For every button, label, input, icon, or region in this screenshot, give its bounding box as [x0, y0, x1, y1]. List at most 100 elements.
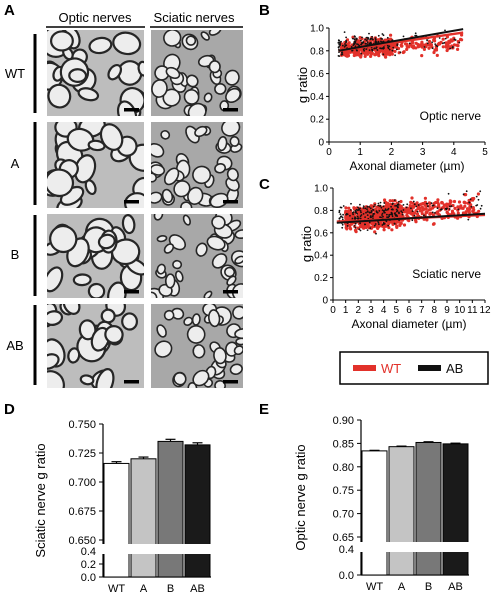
data-point — [420, 40, 424, 44]
data-point — [452, 212, 456, 216]
data-point — [443, 41, 446, 44]
data-point — [356, 212, 358, 215]
data-point — [417, 206, 421, 210]
data-point — [408, 42, 411, 45]
data-point — [387, 47, 390, 50]
data-point — [369, 204, 373, 208]
data-point — [362, 41, 365, 44]
data-point — [370, 37, 373, 40]
panel-letter-c: C — [259, 176, 270, 193]
data-point — [391, 213, 393, 216]
data-point — [361, 36, 363, 39]
y-tick-label: 0 — [318, 138, 324, 149]
micrograph-ab-sciatic — [151, 304, 243, 388]
axon-profile — [88, 36, 113, 55]
data-point — [414, 46, 418, 50]
x-axis-label: Axonal diameter (µm) — [352, 317, 467, 331]
data-point — [463, 204, 467, 208]
y-tick-label: 0.80 — [333, 462, 354, 474]
data-point — [434, 48, 439, 52]
x-tick-label: 2 — [356, 305, 362, 316]
axon-profile — [151, 142, 165, 158]
data-point — [352, 37, 354, 40]
data-point — [411, 40, 415, 45]
axon-profile — [107, 281, 127, 298]
data-point — [337, 55, 340, 57]
data-point — [355, 211, 357, 214]
data-point — [428, 212, 432, 216]
axon-profile — [213, 347, 227, 365]
micrograph-grid — [47, 30, 243, 388]
data-point — [405, 44, 409, 49]
data-point — [396, 44, 399, 47]
data-point — [449, 39, 453, 43]
x-tick-label: A — [140, 583, 148, 595]
data-point — [457, 208, 460, 211]
data-point — [351, 217, 354, 220]
axon-profile — [192, 165, 212, 185]
data-point — [370, 211, 373, 214]
data-point — [462, 193, 465, 196]
data-point — [440, 200, 444, 205]
data-point — [420, 212, 424, 216]
axon-profile — [224, 266, 236, 278]
data-point — [420, 205, 424, 209]
axon-profile — [203, 290, 213, 298]
data-point — [354, 222, 357, 225]
y-tick-label: 0.4 — [339, 544, 354, 556]
data-point — [375, 46, 378, 49]
x-tick-label: 0 — [326, 147, 332, 158]
data-point — [345, 54, 349, 58]
data-point — [352, 206, 356, 210]
data-point — [377, 34, 380, 37]
data-point — [456, 47, 460, 52]
x-tick-label: 4 — [451, 147, 457, 158]
legend-box: WT AB — [339, 351, 489, 385]
data-point — [430, 202, 433, 205]
axon-profile — [163, 243, 175, 254]
axon-profile — [153, 214, 164, 221]
data-point — [401, 211, 404, 214]
data-point — [449, 47, 452, 50]
x-tick-label: AB — [190, 583, 205, 595]
data-point — [383, 202, 386, 204]
data-point — [393, 222, 396, 225]
y-tick-label: 0.75 — [333, 485, 354, 497]
data-point — [365, 211, 367, 214]
data-point — [370, 215, 372, 217]
y-tick-label: 0.750 — [68, 419, 96, 431]
row-label-wt: WT — [5, 66, 25, 81]
row-label-a: A — [11, 156, 20, 171]
y-tick-label: 0.65 — [333, 532, 354, 544]
axon-profile — [156, 263, 166, 275]
data-point — [476, 192, 480, 196]
data-point — [366, 205, 369, 208]
data-point — [369, 207, 372, 210]
data-point — [360, 52, 363, 55]
data-point — [359, 215, 362, 218]
data-point — [413, 203, 416, 206]
axon-profile — [121, 214, 136, 235]
x-tick-label: AB — [448, 581, 463, 593]
data-point — [434, 43, 437, 45]
data-point — [383, 222, 386, 225]
data-point — [396, 215, 398, 218]
data-point — [341, 218, 344, 221]
data-point — [410, 207, 412, 210]
data-point — [391, 208, 394, 211]
data-point — [411, 44, 416, 48]
axon-profile — [206, 235, 226, 251]
data-point — [352, 53, 356, 58]
axon-profile — [211, 215, 226, 230]
data-point — [437, 203, 441, 207]
axon-profile — [72, 273, 92, 287]
axon-profile — [226, 167, 239, 182]
data-point — [452, 199, 457, 204]
axon-profile — [191, 313, 201, 326]
data-point — [405, 42, 409, 46]
data-point — [414, 32, 417, 35]
data-point — [353, 38, 356, 41]
data-point — [341, 226, 344, 229]
data-point — [340, 206, 343, 209]
